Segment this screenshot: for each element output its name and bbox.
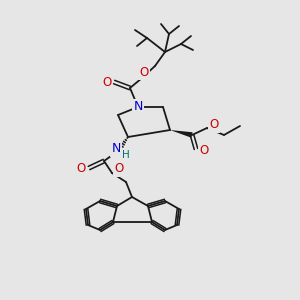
Text: O: O — [76, 163, 85, 176]
Text: O: O — [140, 65, 148, 79]
Text: O: O — [209, 118, 219, 131]
Text: N: N — [111, 142, 121, 155]
Text: O: O — [114, 163, 124, 176]
Text: O: O — [200, 145, 208, 158]
Polygon shape — [170, 130, 193, 138]
Text: N: N — [133, 100, 143, 113]
Text: H: H — [122, 150, 130, 160]
Text: O: O — [102, 76, 112, 88]
